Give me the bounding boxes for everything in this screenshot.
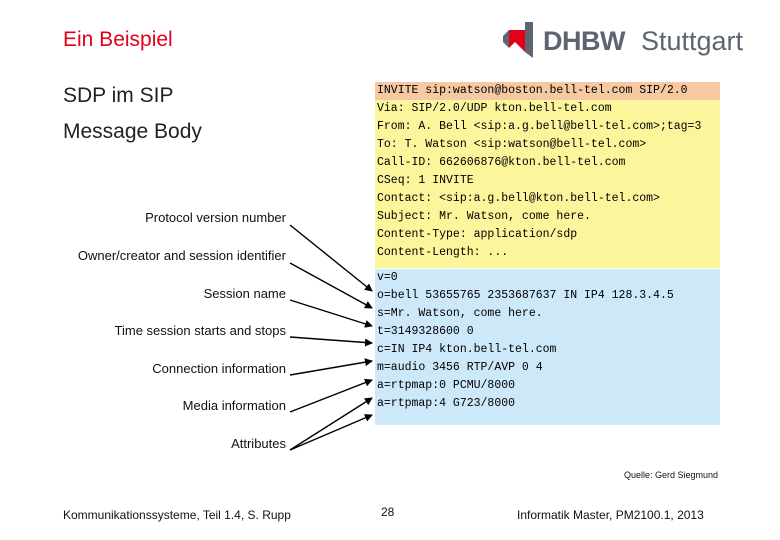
sip-header-line: Call-ID: 662606876@kton.bell-tel.com: [377, 156, 626, 169]
label-time-session: Time session starts and stops: [114, 323, 286, 338]
page-number: 28: [381, 505, 395, 519]
label-media-info: Media information: [182, 398, 286, 413]
subtitle-line-1: SDP im SIP: [63, 84, 174, 107]
sip-header-line: Via: SIP/2.0/UDP kton.bell-tel.com: [377, 102, 612, 115]
sip-header-line: Contact: <sip:a.g.bell@kton.bell-tel.com…: [377, 192, 660, 205]
arrow-session-name: [289, 299, 373, 328]
sdp-line-attribute: a=rtpmap:0 PCMU/8000: [377, 379, 516, 392]
sip-header-line: Content-Length: ...: [377, 246, 509, 259]
sip-header-line: CSeq: 1 INVITE: [377, 174, 474, 187]
footer-program: Informatik Master, PM2100.1, 2013: [517, 508, 704, 522]
sip-header-line: From: A. Bell <sip:a.g.bell@bell-tel.com…: [377, 120, 702, 133]
sdp-line-connection: c=IN IP4 kton.bell-tel.com: [377, 343, 557, 356]
sip-header-line: Content-Type: application/sdp: [377, 228, 578, 241]
label-session-name: Session name: [203, 286, 286, 301]
label-owner-creator: Owner/creator and session identifier: [77, 248, 286, 263]
label-connection-info: Connection information: [152, 361, 286, 376]
arrow-owner-creator: [289, 262, 373, 309]
sdp-line-media: m=audio 3456 RTP/AVP 0 4: [377, 361, 543, 374]
sdp-body-box: v=0 o=bell 53655765 2353687637 IN IP4 12…: [375, 269, 720, 425]
label-protocol-version: Protocol version number: [145, 210, 286, 225]
sdp-line-session-name: s=Mr. Watson, come here.: [377, 307, 543, 320]
subtitle-line-2: Message Body: [63, 120, 202, 143]
dhbw-logo-mark-icon: [503, 22, 533, 58]
sip-request-line: INVITE sip:watson@boston.bell-tel.com SI…: [375, 82, 720, 100]
sip-header-line: To: T. Watson <sip:watson@bell-tel.com>: [377, 138, 647, 151]
source-citation: Quelle: Gerd Siegmund: [623, 470, 718, 480]
sdp-line-origin: o=bell 53655765 2353687637 IN IP4 128.3.…: [377, 289, 674, 302]
sdp-line-attribute: a=rtpmap:4 G723/8000: [377, 397, 516, 410]
logo-brand-text: DHBW: [543, 26, 625, 56]
sip-header-line: Subject: Mr. Watson, come here.: [377, 210, 591, 223]
sdp-line-version: v=0: [377, 271, 398, 284]
dhbw-logo: DHBW Stuttgart: [503, 22, 743, 62]
arrow-attributes-1: [289, 397, 373, 451]
arrow-time-session: [289, 336, 373, 347]
arrow-connection-info: [289, 358, 373, 376]
arrow-media-info: [289, 378, 373, 413]
arrow-attributes-2: [289, 414, 373, 451]
label-attributes: Attributes: [231, 436, 286, 451]
slide-title: Ein Beispiel: [63, 28, 173, 51]
sip-header-box: INVITE sip:watson@boston.bell-tel.com SI…: [375, 82, 720, 268]
logo-city-text: Stuttgart: [641, 26, 744, 56]
sdp-line-time: t=3149328600 0: [377, 325, 474, 338]
footer-course: Kommunikationssysteme, Teil 1.4, S. Rupp: [63, 508, 291, 522]
arrow-protocol-version: [289, 224, 373, 292]
